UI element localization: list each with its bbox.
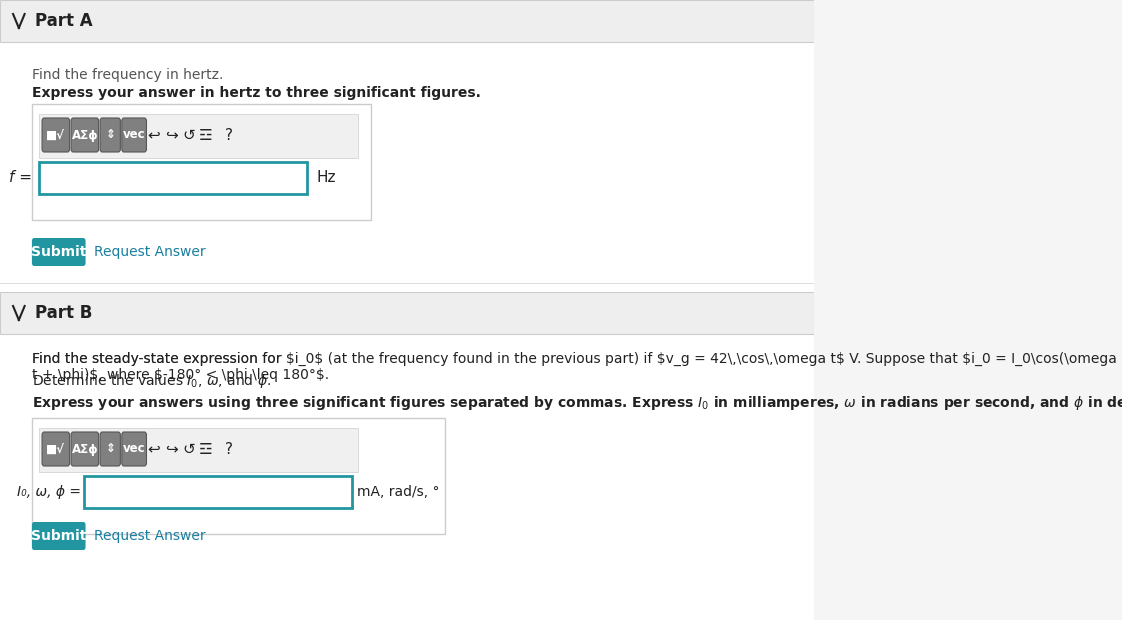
FancyBboxPatch shape [71, 118, 99, 152]
Text: Part B: Part B [35, 304, 92, 322]
Bar [31, 418, 445, 534]
Text: AΣϕ: AΣϕ [72, 128, 98, 141]
Text: Find the steady-state expression for: Find the steady-state expression for [31, 352, 286, 366]
Bar [39, 162, 307, 194]
FancyBboxPatch shape [42, 118, 70, 152]
FancyBboxPatch shape [100, 432, 120, 466]
Text: ⇕: ⇕ [105, 443, 116, 456]
Text: Submit: Submit [31, 529, 86, 543]
Text: I₀, ω, ϕ =: I₀, ω, ϕ = [17, 485, 81, 499]
Text: mA, rad/s, °: mA, rad/s, ° [357, 485, 439, 499]
Text: Submit: Submit [31, 245, 86, 259]
Text: Request Answer: Request Answer [94, 529, 205, 543]
Bar [84, 476, 352, 508]
FancyBboxPatch shape [122, 118, 147, 152]
Text: ?: ? [226, 128, 233, 143]
FancyBboxPatch shape [100, 118, 120, 152]
Text: ☲: ☲ [199, 441, 213, 456]
Text: Express your answer in hertz to three significant figures.: Express your answer in hertz to three si… [31, 86, 481, 100]
Text: Find the steady-state expression for $i_0$ (at the frequency found in the previo: Find the steady-state expression for $i_… [31, 352, 1116, 383]
Text: ↩: ↩ [147, 441, 160, 456]
Text: ↪: ↪ [165, 128, 177, 143]
Text: ■√: ■√ [46, 443, 65, 456]
Bar [31, 104, 371, 220]
Text: ↪: ↪ [165, 441, 177, 456]
FancyBboxPatch shape [122, 432, 147, 466]
Text: ■√: ■√ [46, 128, 65, 141]
Text: vec: vec [122, 128, 146, 141]
Text: Find the frequency in hertz.: Find the frequency in hertz. [31, 68, 223, 82]
Bar [0, 283, 813, 284]
Text: Express your answers using three significant figures separated by commas. Expres: Express your answers using three signifi… [31, 394, 1122, 412]
FancyBboxPatch shape [42, 432, 70, 466]
Text: Determine the values $I_0$, $\omega$, and $\phi$.: Determine the values $I_0$, $\omega$, an… [31, 372, 272, 390]
Text: ☲: ☲ [199, 128, 213, 143]
Text: AΣϕ: AΣϕ [72, 443, 98, 456]
Text: vec: vec [122, 443, 146, 456]
FancyBboxPatch shape [31, 238, 85, 266]
Bar [39, 428, 358, 472]
Text: Part A: Part A [35, 12, 92, 30]
Bar [0, 292, 813, 334]
Text: Hz: Hz [316, 170, 335, 185]
Text: ↺: ↺ [182, 441, 195, 456]
FancyBboxPatch shape [71, 432, 99, 466]
Text: ↩: ↩ [147, 128, 160, 143]
Text: f =: f = [9, 170, 31, 185]
FancyBboxPatch shape [31, 522, 85, 550]
Text: ↺: ↺ [182, 128, 195, 143]
Bar [0, 0, 813, 42]
Text: Request Answer: Request Answer [94, 245, 205, 259]
Bar [39, 114, 358, 158]
Text: ?: ? [226, 441, 233, 456]
Text: ⇕: ⇕ [105, 128, 116, 141]
